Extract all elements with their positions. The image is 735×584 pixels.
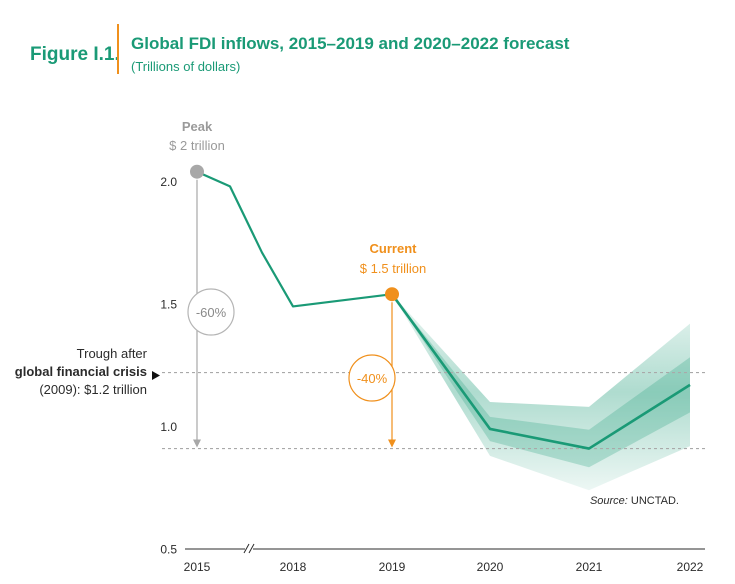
series-lines-layer xyxy=(196,170,691,450)
current-drop-arrowhead-icon xyxy=(388,439,396,448)
peak-drop-circle xyxy=(187,288,235,336)
header-divider xyxy=(117,24,119,74)
current-point xyxy=(385,287,399,302)
forecast-inner-band xyxy=(392,294,690,468)
peak-label: Peak xyxy=(182,119,213,134)
reference-lines-layer xyxy=(162,372,705,450)
source-note: Source: UNCTAD. xyxy=(590,495,679,507)
x-tick-label: 2018 xyxy=(280,560,307,574)
axis-layer: 0.5 1.0 1.5 2.0 2015 2018 2019 2020 2021 2022 xyxy=(160,175,705,574)
trough-pointer-icon xyxy=(152,371,160,380)
figure-subtitle: (Trillions of dollars) xyxy=(131,59,240,74)
x-tick-label: 2015 xyxy=(184,560,211,574)
trough-note-line2: global financial crisis xyxy=(15,364,147,379)
peak-drop-label: -60% xyxy=(196,305,227,320)
trough-note-line3: (2009): $1.2 trillion xyxy=(39,382,147,397)
forecast-band-layer xyxy=(392,294,690,491)
x-tick-label: 2022 xyxy=(677,560,704,574)
actual-series-line xyxy=(196,170,393,308)
x-tick-label: 2020 xyxy=(477,560,504,574)
current-value: $ 1.5 trillion xyxy=(360,261,426,276)
y-tick-label: 0.5 xyxy=(160,543,177,557)
peak-drop-arrowhead-icon xyxy=(193,439,201,448)
axis-break-mark xyxy=(243,543,250,554)
y-tick-label: 1.5 xyxy=(160,298,177,312)
peak-value: $ 2 trillion xyxy=(169,138,225,153)
x-tick-label: 2019 xyxy=(379,560,406,574)
y-tick-label: 1.0 xyxy=(160,420,177,434)
figure-label: Figure I.1. xyxy=(30,44,120,65)
forecast-uncertainty-band xyxy=(392,294,690,491)
trough-note-line1: Trough after xyxy=(77,346,148,361)
figure-title: Global FDI inflows, 2015–2019 and 2020–2… xyxy=(131,34,570,53)
y-tick-label: 2.0 xyxy=(160,175,177,189)
x-tick-label: 2021 xyxy=(576,560,603,574)
axis-break-mark xyxy=(248,543,255,554)
highlight-points-layer xyxy=(190,164,399,302)
current-label: Current xyxy=(370,241,418,256)
current-drop-circle xyxy=(348,354,396,402)
forecast-series-line xyxy=(390,293,691,450)
source-label: Source: xyxy=(590,495,628,507)
current-drop-label: -40% xyxy=(357,371,388,386)
peak-point xyxy=(190,164,204,179)
source-value: UNCTAD. xyxy=(631,495,679,507)
